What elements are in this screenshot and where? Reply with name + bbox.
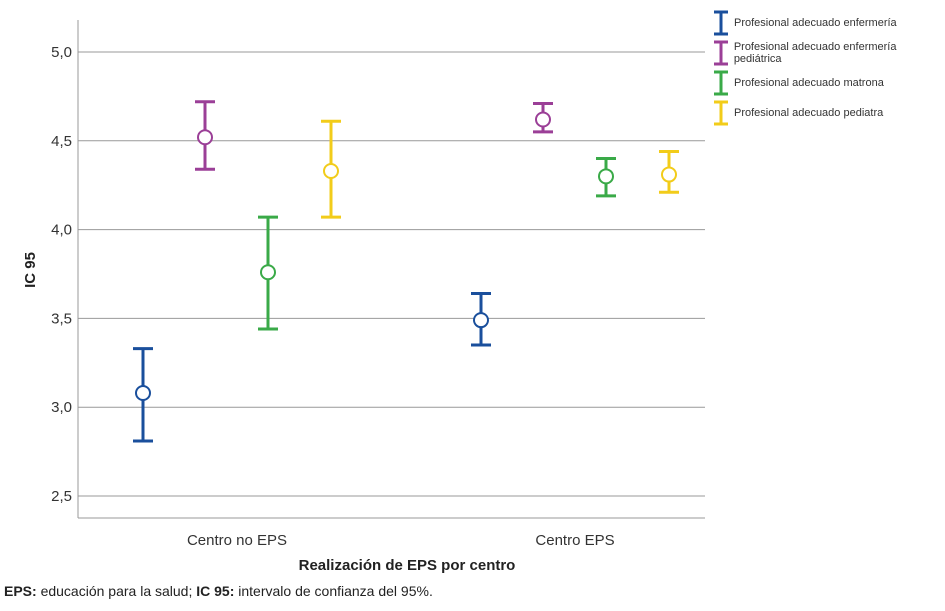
error-bar (471, 292, 491, 347)
mean-point (535, 111, 551, 128)
legend: Profesional adecuado enfermería Profesion… (712, 8, 945, 128)
error-bars (133, 100, 679, 443)
error-bar (596, 157, 616, 198)
x-category-labels: Centro no EPS Centro EPS (187, 532, 615, 549)
error-bar (533, 102, 553, 134)
legend-label: Profesional adecuado pediatra (734, 107, 884, 119)
error-bar-chart: 2,5 3,0 3,5 4,0 4,5 5,0 Centro no EPS Centro E… (22, 20, 705, 574)
mean-point (260, 264, 276, 281)
y-tick-label: 4,0 (51, 222, 72, 239)
y-tick-labels: 2,5 3,0 3,5 4,0 4,5 5,0 (51, 44, 72, 505)
gridlines (78, 51, 705, 497)
mean-point (323, 162, 339, 179)
mean-point (661, 166, 677, 183)
legend-item: Profesional adecuado pediatra (712, 98, 945, 128)
legend-errorbar-icon (714, 10, 728, 36)
x-axis-label: Realización de EPS por centro (299, 557, 516, 574)
y-tick-label: 5,0 (51, 44, 72, 61)
legend-item: Profesional adecuado enfermería (712, 8, 945, 38)
legend-label: Profesional adecuado enfermería (734, 17, 897, 29)
footnote-abbr-eps: EPS: (4, 583, 37, 599)
footnote-text-ic: intervalo de confianza del 95%. (234, 583, 433, 599)
x-category-label: Centro no EPS (187, 532, 287, 549)
x-category-label: Centro EPS (535, 532, 614, 549)
legend-item: Profesional adecuado enfermería pediátri… (712, 38, 945, 68)
error-bar (659, 149, 679, 194)
legend-label: Profesional adecuado enfermería pediátri… (733, 41, 897, 65)
mean-point (135, 384, 151, 401)
legend-label: Profesional adecuado matrona (734, 77, 884, 89)
error-bar (133, 347, 153, 443)
mean-point (197, 129, 213, 146)
y-tick-label: 2,5 (51, 488, 72, 505)
y-tick-label: 3,5 (51, 310, 72, 327)
error-bar (195, 100, 215, 171)
footnote-abbr-ic: IC 95: (196, 583, 235, 599)
mean-point (598, 168, 614, 185)
mean-point (473, 312, 489, 329)
legend-errorbar-icon (714, 100, 728, 126)
legend-errorbar-icon (714, 70, 728, 96)
y-tick-label: 4,5 (51, 133, 72, 150)
footnote: EPS: educación para la salud; IC 95: int… (4, 583, 433, 599)
legend-item: Profesional adecuado matrona (712, 68, 945, 98)
error-bar (321, 119, 341, 219)
y-tick-label: 3,0 (51, 399, 72, 416)
y-axis-label: IC 95 (22, 252, 39, 288)
footnote-text-eps: educación para la salud; (36, 583, 197, 599)
legend-errorbar-icon (714, 40, 728, 66)
error-bar (258, 215, 278, 331)
